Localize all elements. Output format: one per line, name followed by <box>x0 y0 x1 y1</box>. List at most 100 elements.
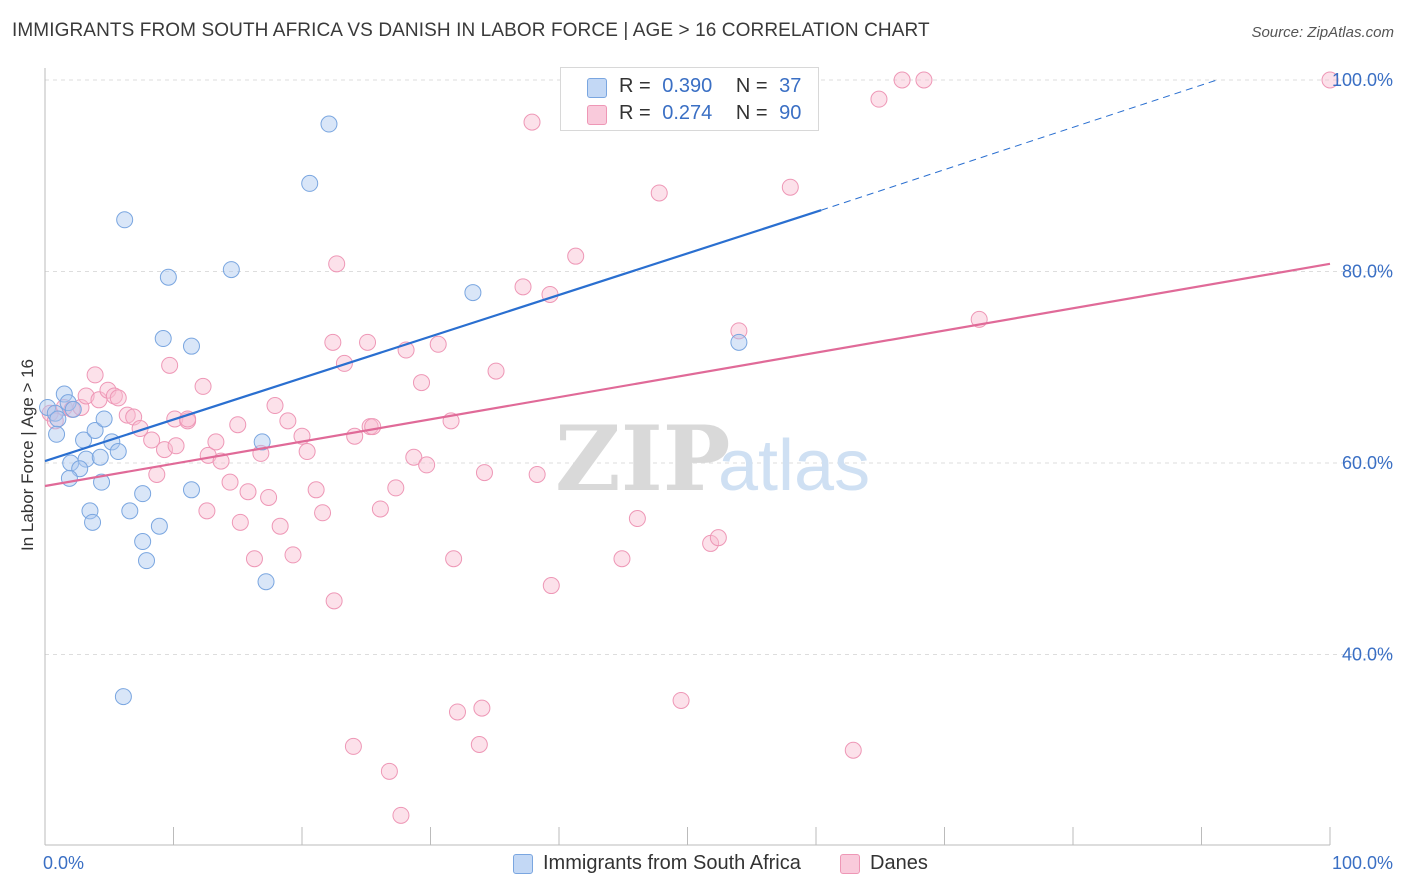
danes-point <box>260 488 278 506</box>
danes-point <box>567 247 585 265</box>
y-tick-label: 40.0% <box>1342 645 1393 665</box>
south-africa-point <box>301 174 319 192</box>
legend-label: Danes <box>870 852 928 874</box>
danes-point <box>221 473 239 491</box>
danes-point <box>392 806 410 824</box>
danes-point <box>475 464 493 482</box>
danes-point <box>429 335 447 353</box>
watermark-atlas: atlas <box>718 426 870 506</box>
danes-point <box>628 510 646 528</box>
danes-point <box>542 577 560 595</box>
danes-point <box>109 389 127 407</box>
legend-r-label: R = <box>619 75 651 97</box>
south-africa-trend-extension <box>820 79 1218 211</box>
danes-point <box>307 481 325 499</box>
y-tick-label: 100.0% <box>1332 70 1393 90</box>
south-africa-point <box>95 410 113 428</box>
danes-point <box>448 703 466 721</box>
source-label: Source: ZipAtlas.com <box>1251 24 1394 41</box>
danes-point <box>613 550 631 568</box>
danes-point <box>179 410 197 428</box>
south-africa-point <box>91 448 109 466</box>
danes-point <box>271 517 289 535</box>
danes-point <box>344 737 362 755</box>
danes-point <box>709 529 727 547</box>
danes-point <box>405 448 423 466</box>
danes-point <box>148 465 166 483</box>
grid-lines <box>45 79 1392 655</box>
danes-point <box>229 416 247 434</box>
south-africa-point <box>134 485 152 503</box>
danes-point <box>231 513 249 531</box>
legend-n-label: N = <box>735 75 768 97</box>
danes-point <box>380 762 398 780</box>
danes-point <box>473 699 491 717</box>
x-tick-label: 100.0% <box>1332 853 1393 873</box>
danes-point <box>118 406 136 424</box>
y-tick-label: 80.0% <box>1342 262 1393 282</box>
south-africa-point <box>49 410 67 428</box>
danes-point <box>418 456 436 474</box>
danes-point <box>239 483 257 501</box>
danes-point <box>284 546 302 564</box>
danes-point <box>371 500 389 518</box>
danes-point <box>650 184 668 202</box>
danes-point <box>514 278 532 296</box>
danes-point <box>167 437 185 455</box>
danes-point <box>324 333 342 351</box>
legend-r-label: R = <box>619 102 651 124</box>
legend-r-value: 0.390 <box>662 75 713 97</box>
danes-point <box>364 418 382 436</box>
legend-r-value: 0.274 <box>662 102 713 124</box>
south-africa-point <box>150 517 168 535</box>
south-africa-point <box>182 337 200 355</box>
watermark-zip: ZIP <box>555 406 730 512</box>
danes-point <box>915 71 933 89</box>
south-africa-point <box>159 268 177 286</box>
danes-point <box>143 431 161 449</box>
south-africa-point <box>116 211 134 229</box>
legend-swatch-pink <box>587 105 607 125</box>
legend-swatch-blue <box>587 78 607 98</box>
danes-point <box>77 387 95 405</box>
trend-lines <box>44 79 1331 488</box>
danes-point <box>1321 71 1339 89</box>
y-tick-label: 60.0% <box>1342 453 1393 473</box>
chart-title: IMMIGRANTS FROM SOUTH AFRICA VS DANISH I… <box>12 20 930 41</box>
south-africa-trend-line <box>44 209 822 463</box>
south-africa-point <box>114 688 132 706</box>
danes-point <box>198 502 216 520</box>
legend-swatch-blue <box>513 854 533 874</box>
legend-n-value: 90 <box>779 102 802 124</box>
danes-point <box>359 333 377 351</box>
south-africa-point <box>134 533 152 551</box>
danes-point <box>245 550 263 568</box>
danes-point <box>279 412 297 430</box>
south-africa-point <box>60 469 78 487</box>
south-africa-point <box>253 433 271 451</box>
south-africa-point <box>86 421 104 439</box>
danes-point <box>86 366 104 384</box>
danes-point <box>325 592 343 610</box>
danes-point <box>528 465 546 483</box>
south-africa-point <box>62 454 80 472</box>
axes <box>44 68 1331 846</box>
danes-point <box>328 255 346 273</box>
watermark: ZIP atlas <box>555 406 870 512</box>
south-africa-point <box>182 481 200 499</box>
legend-n-label: N = <box>735 102 768 124</box>
danes-point <box>207 433 225 451</box>
south-africa-point <box>93 473 111 491</box>
tick-labels: 40.0% 60.0% 80.0% 100.0% 0.0% 100.0% <box>43 70 1393 873</box>
danes-point <box>266 397 284 415</box>
danes-point <box>194 377 212 395</box>
south-africa-point <box>55 385 73 403</box>
stats-legend: R = 0.390 N = 37 R = 0.274 N = 90 <box>560 67 819 131</box>
danes-point <box>523 113 541 131</box>
south-africa-point <box>64 400 82 418</box>
south-africa-point <box>138 552 156 570</box>
south-africa-point <box>121 502 139 520</box>
x-tick-label: 0.0% <box>43 853 84 873</box>
south-africa-point <box>154 330 172 348</box>
